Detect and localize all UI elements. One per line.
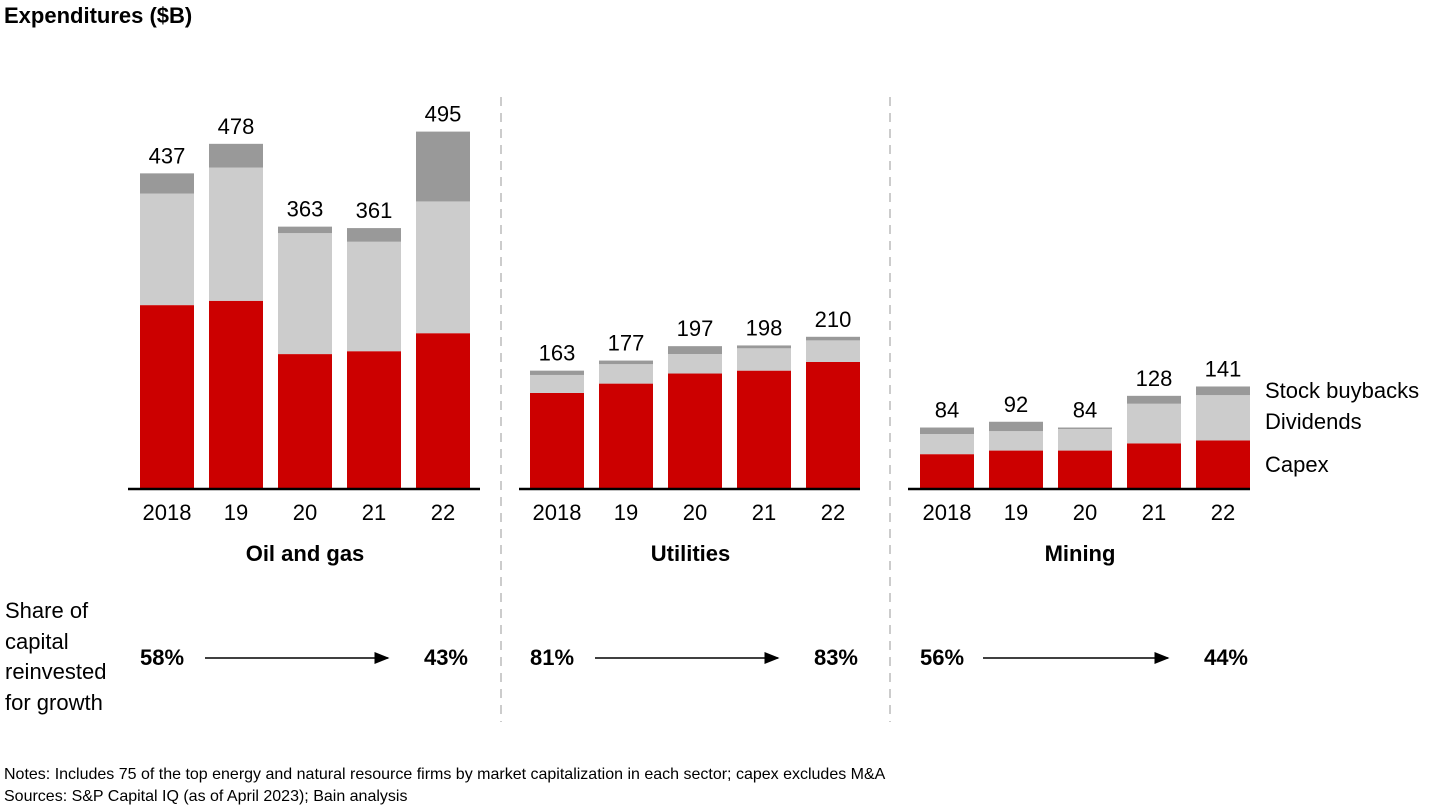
bar-segment-dividends	[1196, 395, 1250, 441]
bar-segment-capex	[278, 354, 332, 488]
bar-segment-stock-buybacks	[1127, 395, 1181, 404]
bar-segment-dividends	[920, 434, 974, 455]
chart-title: Expenditures ($B)	[4, 3, 193, 28]
bar-segment-capex	[737, 370, 791, 488]
x-tick-label: 2018	[143, 500, 192, 525]
bar-segment-capex	[920, 454, 974, 488]
share-end-value: 44%	[1204, 645, 1248, 670]
bar-total-label: 198	[746, 315, 783, 340]
share-end-value: 43%	[424, 645, 468, 670]
share-start-value: 58%	[140, 645, 184, 670]
share-label-line: reinvested	[5, 659, 107, 684]
bar-total-label: 495	[425, 102, 462, 127]
bar-total-label: 84	[935, 398, 959, 423]
bar-segment-stock-buybacks	[920, 427, 974, 434]
bar-segment-stock-buybacks	[209, 143, 263, 168]
panel-title: Utilities	[651, 541, 730, 566]
share-of-capital-label: Share of capital reinvested for growth	[5, 596, 107, 718]
x-tick-label: 21	[752, 500, 776, 525]
panel-title: Mining	[1045, 541, 1116, 566]
bar-segment-dividends	[599, 364, 653, 384]
share-end-value: 83%	[814, 645, 858, 670]
bar-segment-dividends	[1058, 428, 1112, 451]
x-tick-label: 19	[1004, 500, 1028, 525]
x-tick-label: 22	[821, 500, 845, 525]
bar-segment-stock-buybacks	[806, 336, 860, 341]
bar-total-label: 437	[149, 143, 186, 168]
x-tick-label: 19	[224, 500, 248, 525]
legend-label: Dividends	[1265, 409, 1362, 434]
bar-segment-stock-buybacks	[737, 345, 791, 349]
bar-segment-stock-buybacks	[1058, 427, 1112, 429]
bar-segment-capex	[989, 450, 1043, 488]
bar-segment-stock-buybacks	[668, 346, 722, 355]
bar-segment-stock-buybacks	[278, 226, 332, 234]
bar-segment-capex	[347, 351, 401, 488]
x-tick-label: 2018	[533, 500, 582, 525]
legend-label: Stock buybacks	[1265, 378, 1419, 403]
bar-segment-dividends	[1127, 403, 1181, 444]
x-tick-label: 20	[1073, 500, 1097, 525]
bar-segment-stock-buybacks	[347, 228, 401, 242]
x-tick-label: 22	[431, 500, 455, 525]
x-tick-label: 20	[683, 500, 707, 525]
x-tick-label: 20	[293, 500, 317, 525]
x-tick-label: 21	[362, 500, 386, 525]
share-start-value: 56%	[920, 645, 964, 670]
panel-title: Oil and gas	[246, 541, 365, 566]
bar-segment-stock-buybacks	[140, 173, 194, 194]
bar-segment-dividends	[989, 431, 1043, 451]
bar-segment-stock-buybacks	[416, 131, 470, 202]
bar-segment-stock-buybacks	[599, 360, 653, 365]
bar-total-label: 177	[608, 331, 645, 356]
bar-segment-capex	[140, 305, 194, 488]
bar-segment-capex	[209, 300, 263, 488]
bar-segment-dividends	[737, 348, 791, 371]
bar-segment-stock-buybacks	[1196, 386, 1250, 396]
bar-total-label: 363	[287, 197, 324, 222]
bar-segment-capex	[1058, 450, 1112, 488]
bar-segment-dividends	[806, 340, 860, 362]
x-tick-label: 2018	[923, 500, 972, 525]
share-label-line: for growth	[5, 689, 103, 715]
bar-segment-dividends	[416, 201, 470, 334]
share-start-value: 81%	[530, 645, 574, 670]
bar-segment-capex	[1196, 440, 1250, 488]
bar-segment-dividends	[209, 167, 263, 301]
bar-segment-capex	[806, 362, 860, 488]
bar-segment-capex	[668, 373, 722, 488]
legend-label: Capex	[1265, 452, 1329, 477]
bar-segment-stock-buybacks	[989, 421, 1043, 432]
x-tick-label: 21	[1142, 500, 1166, 525]
bar-segment-dividends	[347, 241, 401, 352]
x-tick-label: 19	[614, 500, 638, 525]
bar-total-label: 84	[1073, 398, 1097, 423]
bar-segment-capex	[416, 333, 470, 488]
bar-total-label: 210	[815, 307, 852, 332]
bar-segment-dividends	[530, 374, 584, 393]
bar-segment-stock-buybacks	[530, 370, 584, 375]
bar-segment-capex	[530, 392, 584, 488]
notes-text: Notes: Includes 75 of the top energy and…	[4, 766, 886, 783]
bar-total-label: 128	[1136, 366, 1173, 391]
x-tick-label: 22	[1211, 500, 1235, 525]
share-label-line: capital	[5, 628, 69, 654]
bar-total-label: 478	[218, 114, 255, 139]
share-label-line: Share of	[5, 598, 89, 623]
footnotes: Notes: Includes 75 of the top energy and…	[4, 764, 885, 808]
bar-segment-capex	[599, 383, 653, 488]
bar-segment-dividends	[668, 354, 722, 374]
sources-text: Sources: S&P Capital IQ (as of April 202…	[4, 788, 408, 805]
bar-total-label: 163	[539, 341, 576, 366]
bar-segment-dividends	[278, 233, 332, 355]
bar-total-label: 197	[677, 316, 714, 341]
bar-total-label: 92	[1004, 392, 1028, 417]
bar-total-label: 141	[1205, 356, 1242, 381]
bar-total-label: 361	[356, 198, 393, 223]
bar-segment-capex	[1127, 443, 1181, 488]
bar-segment-dividends	[140, 193, 194, 306]
